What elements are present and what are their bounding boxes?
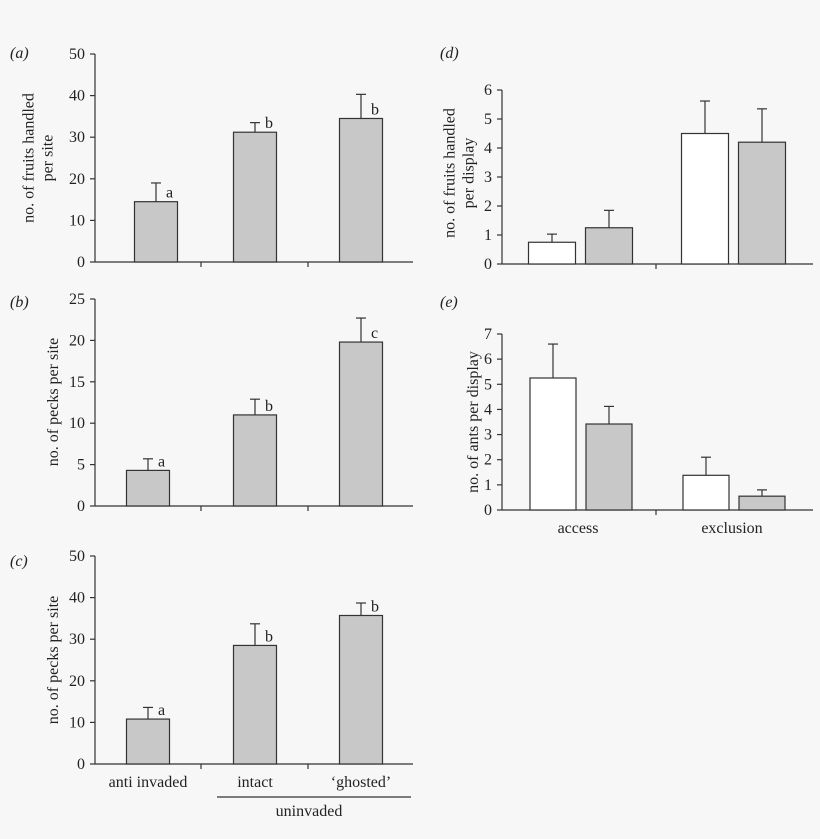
- panel-label: (c): [10, 553, 28, 570]
- x-tick-label: intact: [237, 774, 273, 791]
- x-tick-label: anti invaded: [109, 774, 188, 791]
- x-tick-label: exclusion: [701, 520, 762, 537]
- y-axis-label: no. of fruits handled: [442, 108, 459, 238]
- panel-label: (a): [10, 45, 29, 62]
- y-tick-label: 30: [69, 631, 85, 648]
- significance-letter: c: [371, 325, 378, 342]
- y-tick-label: 50: [69, 548, 85, 565]
- bar-access-white: [527, 241, 577, 265]
- y-tick-label: 4: [484, 140, 492, 157]
- bar-antiinvaded-sites: [125, 718, 171, 765]
- panel-label: (e): [440, 294, 458, 311]
- y-tick-label: 25: [69, 291, 85, 308]
- y-tick-label: 6: [484, 351, 492, 368]
- panel-b: (b) no. of pecks per site 0 5 10 15 20 25 a b c: [10, 291, 413, 515]
- bar-antiinvaded-sites: [133, 201, 179, 263]
- panel-d: (d) no. of fruits handled per display 0 1 2 3 4…: [440, 45, 813, 273]
- y-tick-label: 20: [69, 171, 85, 188]
- significance-letter: b: [265, 115, 273, 132]
- y-tick-label: 10: [69, 212, 85, 229]
- bar-access-grey: [585, 423, 633, 511]
- y-tick-label: 3: [484, 169, 492, 186]
- y-tick-label: 2: [484, 198, 492, 215]
- y-tick-label: 1: [484, 477, 492, 494]
- y-tick-label: 5: [77, 457, 85, 474]
- y-axis-label: no. of pecks per site: [45, 338, 62, 466]
- y-tick-label: 20: [69, 332, 85, 349]
- y-tick-label: 2: [484, 452, 492, 469]
- panel-label: (b): [10, 294, 29, 311]
- significance-letter: a: [166, 185, 173, 202]
- group-label: uninvaded: [276, 803, 343, 820]
- significance-letter: b: [265, 628, 273, 645]
- y-tick-label: 20: [69, 673, 85, 690]
- y-tick-label: 10: [69, 714, 85, 731]
- bar-ghosted-sites: [338, 614, 384, 765]
- bar-access-white: [529, 377, 577, 511]
- bar-exclusion-white: [680, 132, 730, 265]
- bar-intact-sites: [232, 131, 278, 263]
- y-tick-label: 0: [77, 498, 85, 515]
- significance-letter: a: [158, 702, 165, 719]
- y-axis-label: no. of fruits handled: [21, 93, 38, 223]
- y-tick-label: 7: [484, 326, 492, 343]
- bar-exclusion-grey: [737, 141, 787, 265]
- y-tick-label: 6: [484, 82, 492, 99]
- y-tick-label: 4: [484, 401, 492, 418]
- significance-letter: a: [158, 453, 165, 470]
- y-tick-label: 1: [484, 227, 492, 244]
- bar-exclusion-white: [682, 474, 730, 511]
- y-tick-label: 40: [69, 88, 85, 105]
- y-tick-label: 0: [77, 254, 85, 271]
- y-axis-label: no. of ants per display: [465, 351, 482, 493]
- y-axis-label: no. of pecks per site: [45, 596, 62, 724]
- y-axis-label: per site: [40, 135, 57, 182]
- y-tick-label: 30: [69, 129, 85, 146]
- y-axis-label: per display: [461, 138, 478, 209]
- bar-ghosted-sites: [338, 341, 384, 507]
- bar-access-grey: [584, 227, 634, 265]
- significance-letter: b: [371, 598, 379, 615]
- y-tick-label: 0: [77, 756, 85, 773]
- y-tick-label: 0: [484, 256, 492, 273]
- significance-letter: b: [265, 398, 273, 415]
- y-tick-label: 5: [484, 376, 492, 393]
- bar-antiinvaded-sites: [125, 469, 171, 507]
- y-tick-label: 50: [69, 46, 85, 63]
- panel-c: (c) no. of pecks per site 0 10 20 30 40 50 a b b an…: [10, 548, 413, 820]
- bar-intact-sites: [232, 414, 278, 507]
- bar-ghosted-sites: [338, 117, 384, 263]
- significance-letter: b: [371, 101, 379, 118]
- bar-intact-sites: [232, 644, 278, 765]
- x-tick-label: access: [558, 520, 599, 537]
- x-tick-label: ‘ghosted’: [331, 774, 391, 791]
- y-tick-label: 10: [69, 415, 85, 432]
- y-tick-label: 5: [484, 111, 492, 128]
- y-tick-label: 15: [69, 374, 85, 391]
- y-tick-label: 3: [484, 427, 492, 444]
- bar-exclusion-grey: [738, 495, 786, 511]
- y-tick-label: 40: [69, 590, 85, 607]
- panel-a: (a) no. of fruits handled per site 0 10 20 30 4…: [10, 45, 413, 271]
- y-tick-label: 0: [484, 502, 492, 519]
- panel-label: (d): [440, 45, 459, 62]
